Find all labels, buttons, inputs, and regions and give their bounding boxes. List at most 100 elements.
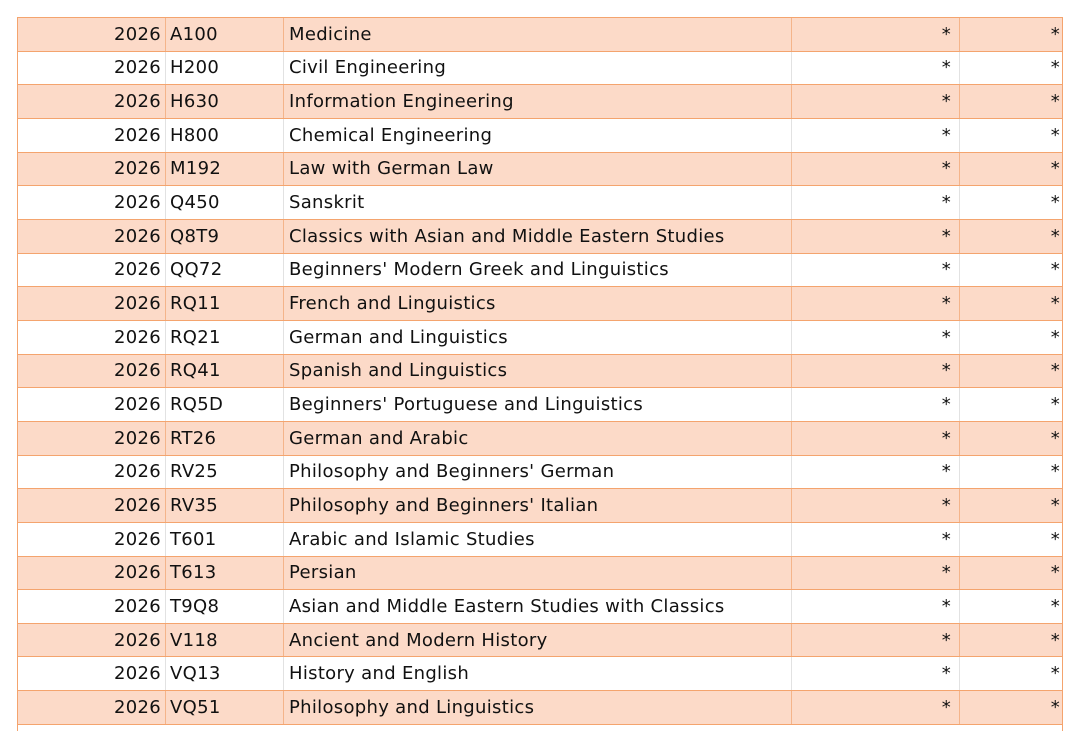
col4-cell: *: [791, 691, 959, 724]
code-cell: M192: [165, 152, 283, 186]
code-cell: Q450: [165, 186, 283, 219]
col5-cell: *: [959, 152, 1062, 186]
table-row: 2026 RQ21 German and Linguistics * *: [17, 320, 1063, 355]
table-row: 2026 T613 Persian * *: [17, 556, 1063, 591]
course-table: 2026 A100 Medicine * * 2026 H200 Civil Engineer…: [17, 17, 1063, 725]
code-cell: T601: [165, 522, 283, 556]
col5-cell: *: [959, 455, 1062, 489]
col5-cell: *: [959, 421, 1062, 455]
code-cell: A100: [165, 18, 283, 51]
course-name-cell: Philosophy and Linguistics: [283, 691, 791, 724]
course-name-cell: Beginners' Modern Greek and Linguistics: [283, 253, 791, 287]
col5-cell: *: [959, 118, 1062, 152]
col4-cell: *: [791, 186, 959, 219]
code-cell: V118: [165, 623, 283, 657]
year-cell: 2026: [113, 595, 161, 617]
col4-cell: *: [791, 287, 959, 320]
code-cell: H800: [165, 118, 283, 152]
year-cell: 2026: [113, 394, 161, 416]
course-name-cell: Medicine: [283, 18, 791, 51]
table-row: 2026 M192 Law with German Law * *: [17, 152, 1063, 187]
table-row: 2026 T9Q8 Asian and Middle Eastern Studies…: [17, 590, 1063, 624]
table-row: 2026 V118 Ancient and Modern History * *: [17, 623, 1063, 658]
course-name-cell: Chemical Engineering: [283, 118, 791, 152]
year-cell: 2026: [113, 326, 161, 348]
course-name-cell: Law with German Law: [283, 152, 791, 186]
table-row: 2026 RV25 Philosophy and Beginners' German…: [17, 455, 1063, 490]
table-row: 2026 RQ11 French and Linguistics * *: [17, 287, 1063, 321]
code-cell: RQ21: [165, 320, 283, 354]
col4-cell: *: [791, 657, 959, 691]
year-cell: 2026: [113, 696, 161, 718]
year-cell: 2026: [113, 259, 161, 281]
year-cell: 2026: [113, 57, 161, 79]
col5-cell: *: [959, 691, 1062, 724]
col4-cell: *: [791, 219, 959, 253]
col5-cell: *: [959, 556, 1062, 590]
code-cell: H630: [165, 85, 283, 118]
col4-cell: *: [791, 489, 959, 522]
course-name-cell: German and Linguistics: [283, 320, 791, 354]
course-name-cell: Information Engineering: [283, 85, 791, 118]
table-row: 2026 QQ72 Beginners' Modern Greek and Ling…: [17, 253, 1063, 288]
col4-cell: *: [791, 522, 959, 556]
table-continuation: [17, 724, 1063, 731]
course-name-cell: French and Linguistics: [283, 287, 791, 320]
code-cell: RV25: [165, 455, 283, 489]
code-cell: T9Q8: [165, 590, 283, 623]
year-cell: 2026: [113, 461, 161, 483]
code-cell: VQ13: [165, 657, 283, 691]
col5-cell: *: [959, 85, 1062, 118]
year-cell: 2026: [113, 124, 161, 146]
col4-cell: *: [791, 421, 959, 455]
year-cell: 2026: [113, 360, 161, 382]
course-name-cell: Ancient and Modern History: [283, 623, 791, 657]
table-row: 2026 VQ51 Philosophy and Linguistics * *: [17, 691, 1063, 725]
col5-cell: *: [959, 186, 1062, 219]
code-cell: RT26: [165, 421, 283, 455]
col5-cell: *: [959, 18, 1062, 51]
course-name-cell: Beginners' Portuguese and Linguistics: [283, 388, 791, 421]
col5-cell: *: [959, 287, 1062, 320]
col4-cell: *: [791, 85, 959, 118]
year-cell: 2026: [113, 158, 161, 180]
table-row: 2026 H800 Chemical Engineering * *: [17, 118, 1063, 153]
course-name-cell: Sanskrit: [283, 186, 791, 219]
year-cell: 2026: [113, 663, 161, 685]
table-row: 2026 A100 Medicine * *: [17, 18, 1063, 52]
year-cell: 2026: [113, 629, 161, 651]
table-row: 2026 H630 Information Engineering * *: [17, 85, 1063, 119]
table-row: 2026 RT26 German and Arabic * *: [17, 421, 1063, 456]
year-cell: 2026: [113, 293, 161, 315]
code-cell: QQ72: [165, 253, 283, 287]
course-name-cell: Classics with Asian and Middle Eastern S…: [283, 219, 791, 253]
year-cell: 2026: [113, 528, 161, 550]
col4-cell: *: [791, 253, 959, 287]
table-row: 2026 Q450 Sanskrit * *: [17, 186, 1063, 220]
course-name-cell: Philosophy and Beginners' German: [283, 455, 791, 489]
course-name-cell: Arabic and Islamic Studies: [283, 522, 791, 556]
table-row: 2026 Q8T9 Classics with Asian and Middle E…: [17, 219, 1063, 254]
table-row: 2026 RV35 Philosophy and Beginners' Italia…: [17, 489, 1063, 523]
code-cell: RV35: [165, 489, 283, 522]
table-row: 2026 RQ41 Spanish and Linguistics * *: [17, 354, 1063, 389]
year-cell: 2026: [113, 562, 161, 584]
col5-cell: *: [959, 657, 1062, 691]
year-cell: 2026: [113, 91, 161, 113]
year-cell: 2026: [113, 23, 161, 45]
col4-cell: *: [791, 18, 959, 51]
course-name-cell: Civil Engineering: [283, 51, 791, 85]
col5-cell: *: [959, 623, 1062, 657]
code-cell: RQ5D: [165, 388, 283, 421]
code-cell: RQ41: [165, 354, 283, 388]
col5-cell: *: [959, 253, 1062, 287]
col4-cell: *: [791, 118, 959, 152]
col5-cell: *: [959, 51, 1062, 85]
col5-cell: *: [959, 320, 1062, 354]
course-name-cell: Spanish and Linguistics: [283, 354, 791, 388]
year-cell: 2026: [113, 427, 161, 449]
code-cell: RQ11: [165, 287, 283, 320]
table-row: 2026 T601 Arabic and Islamic Studies * *: [17, 522, 1063, 557]
col4-cell: *: [791, 590, 959, 623]
